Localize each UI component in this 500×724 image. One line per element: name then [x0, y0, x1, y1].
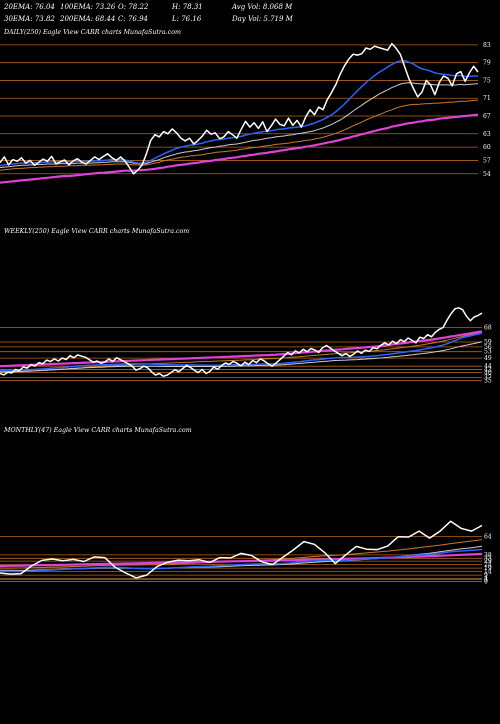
- weekly-y-tick-label: 35: [484, 378, 492, 385]
- daily-y-tick-label: 71: [483, 95, 491, 102]
- daily-y-tick-label: 67: [483, 113, 491, 120]
- header-stat-open: O: 78.22: [118, 3, 149, 11]
- daily-y-tick-label: 54: [483, 171, 491, 178]
- monthly-y-tick-label: 9: [484, 572, 488, 579]
- monthly-panel-title: MONTHLY(47) Eagle View CARR charts Munaf…: [3, 427, 192, 434]
- weekly-ema-slow-line: [0, 330, 483, 368]
- weekly-y-tick-label: 53: [484, 349, 492, 356]
- weekly-y-tick-label: 68: [484, 324, 492, 331]
- header-stat-close: C: 76.94: [118, 15, 148, 23]
- weekly-y-tick-label: 42: [484, 366, 492, 373]
- daily-y-tick-label: 75: [483, 77, 491, 84]
- weekly-y-tick-label: 56: [484, 344, 492, 351]
- weekly-ema-fast-line: [0, 332, 483, 371]
- daily-y-tick-label: 83: [483, 42, 491, 49]
- weekly-y-tick-label: 49: [484, 355, 492, 362]
- weekly-panel-title: WEEKLY(250) Eagle View CARR charts Munaf…: [4, 228, 189, 235]
- monthly-ema-fast-line: [0, 548, 483, 573]
- monthly-y-tick-label: 19: [484, 565, 492, 572]
- monthly-y-tick-label: 0: [484, 578, 488, 585]
- weekly-price-line: [0, 307, 483, 377]
- header-stat-high: H: 78.31: [171, 3, 203, 11]
- header-stat-ema20: 20EMA: 76.04: [3, 3, 55, 11]
- weekly-y-tick-label: 40: [484, 370, 492, 377]
- daily-y-tick-label: 60: [483, 144, 491, 151]
- header-stat-avgvol: Avg Vol: 8.068 M: [231, 3, 293, 11]
- monthly-y-tick-label: 14: [484, 569, 492, 576]
- header-stat-ema200: 200EMA: 68.44: [59, 15, 115, 23]
- monthly-price-line: [0, 520, 483, 579]
- daily-ema-slow-line: [0, 113, 479, 184]
- monthly-y-tick-label: 64: [484, 534, 492, 541]
- header-stat-ema100: 100EMA: 73.26: [60, 3, 116, 11]
- monthly-y-tick-label: 3: [484, 576, 488, 583]
- daily-y-tick-label: 57: [483, 157, 491, 164]
- monthly-y-tick-label: 24: [484, 562, 492, 569]
- monthly-y-tick-label: 38: [484, 552, 492, 559]
- weekly-y-tick-label: 44: [484, 363, 492, 370]
- daily-panel-title: DAILY(250) Eagle View CARR charts Munafa…: [3, 29, 181, 36]
- header-stat-dayvol: Day Vol: 5.719 M: [231, 15, 294, 23]
- header-stat-ema30: 30EMA: 73.82: [4, 15, 55, 23]
- monthly-y-tick-label: 4: [484, 576, 488, 583]
- daily-ema-mid-line: [0, 82, 479, 169]
- monthly-y-tick-label: 33: [484, 555, 492, 562]
- weekly-y-tick-label: 59: [484, 339, 492, 346]
- weekly-y-tick-label: 37: [484, 374, 492, 381]
- daily-ema-warm-line: [0, 99, 479, 171]
- daily-price-line: [0, 42, 479, 175]
- monthly-y-tick-label: 29: [484, 558, 492, 565]
- daily-y-tick-label: 63: [483, 131, 491, 138]
- header-stat-low: L: 76.16: [171, 15, 202, 23]
- daily-y-tick-label: 79: [483, 60, 491, 67]
